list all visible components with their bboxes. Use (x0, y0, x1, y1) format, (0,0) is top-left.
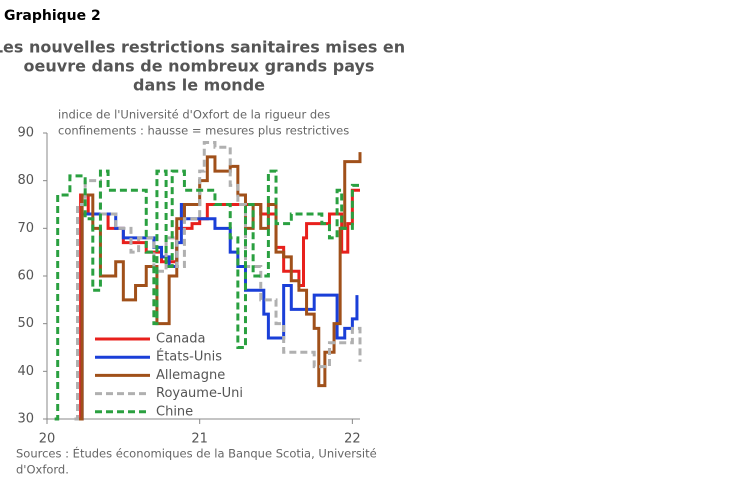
x-tick-label: 20 (39, 432, 56, 447)
legend-label: Chine (156, 404, 193, 419)
chart-subtitle: indice de l'Université d'Oxfort de la ri… (58, 108, 330, 122)
y-tick-label: 50 (17, 316, 34, 331)
legend-label: États-Unis (156, 349, 222, 365)
x-tick-label: 21 (191, 432, 208, 447)
source: Sources : Études économiques de la Banqu… (16, 446, 377, 461)
chart-title: Les nouvelles restrictions sanitaires mi… (0, 38, 405, 57)
legend-label: Allemagne (156, 368, 225, 383)
series-line (54, 169, 360, 421)
legend-label: Royaume-Uni (156, 386, 243, 401)
y-tick-label: 30 (17, 412, 34, 427)
chart-title: dans le monde (133, 76, 265, 95)
y-tick-label: 90 (17, 126, 34, 141)
y-tick-label: 40 (17, 364, 34, 379)
x-tick-label: 22 (344, 432, 361, 447)
source: d'Oxford. (16, 463, 69, 477)
y-tick-label: 60 (17, 269, 34, 284)
series-line (74, 141, 362, 421)
y-tick-label: 80 (17, 173, 34, 188)
legend-label: Canada (156, 332, 205, 347)
header: Graphique 2 (4, 8, 101, 24)
y-tick-label: 70 (17, 221, 34, 236)
chart-title: oeuvre dans de nombreux grands pays (24, 57, 375, 76)
chart-subtitle: confinements : hausse = mesures plus res… (58, 124, 349, 138)
